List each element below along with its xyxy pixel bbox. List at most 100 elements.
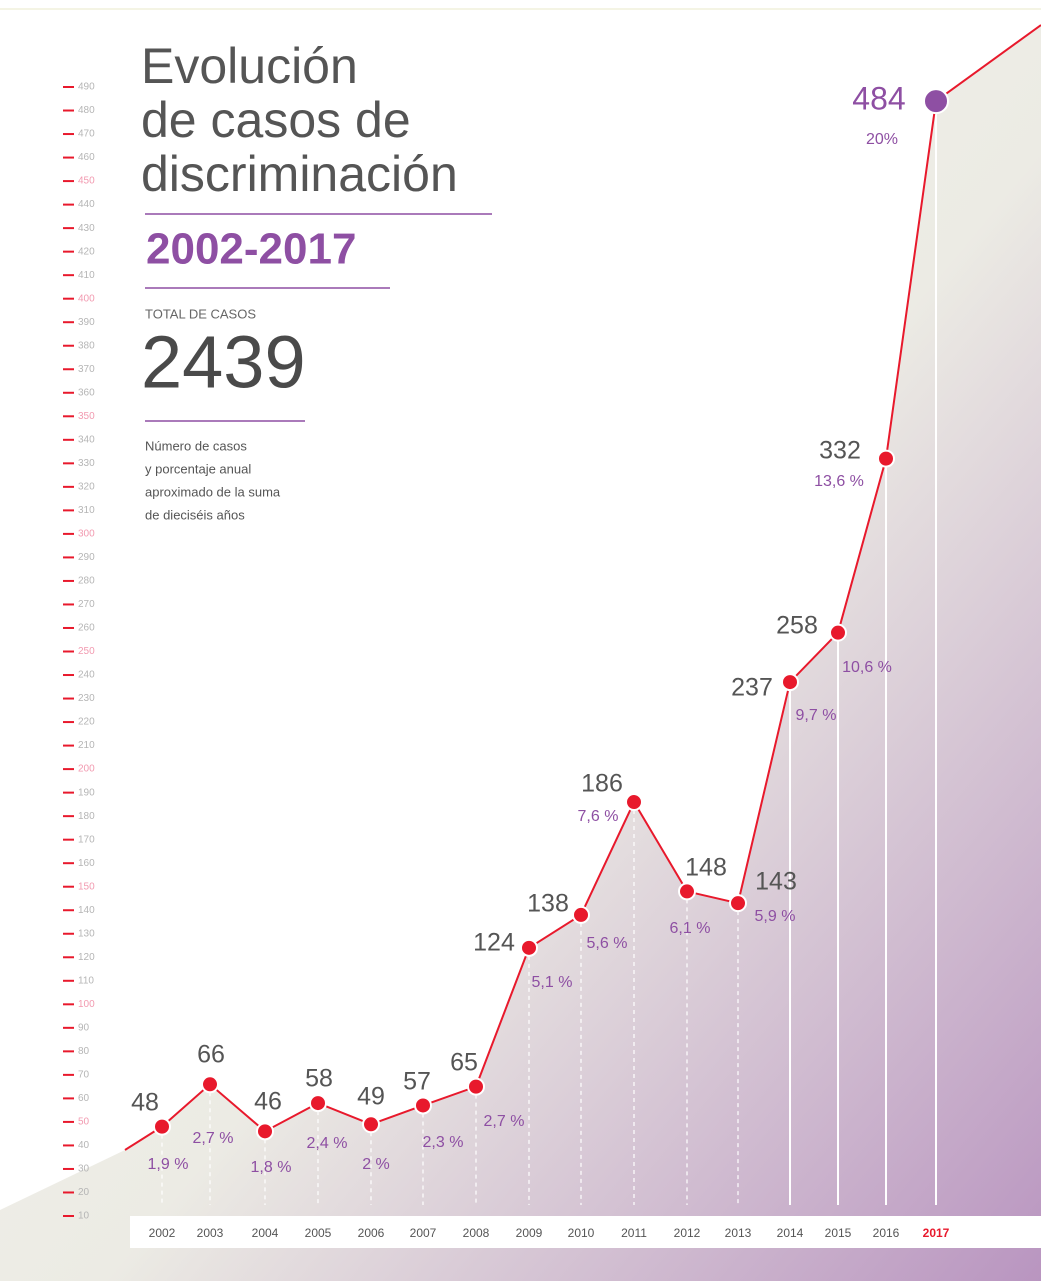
y-tick-label: 190 xyxy=(78,787,95,798)
y-tick-label: 100 xyxy=(78,999,95,1010)
y-tick-label: 440 xyxy=(78,199,95,210)
y-tick-label: 420 xyxy=(78,246,95,257)
x-tick-label: 2005 xyxy=(305,1226,332,1240)
y-tick-label: 80 xyxy=(78,1046,90,1057)
x-tick-label: 2009 xyxy=(516,1226,543,1240)
y-tick-label: 180 xyxy=(78,811,95,822)
y-tick-label: 90 xyxy=(78,1022,90,1033)
y-tick-label: 400 xyxy=(78,293,95,304)
y-tick-label: 210 xyxy=(78,740,95,751)
y-tick-label: 470 xyxy=(78,129,95,140)
y-tick-label: 70 xyxy=(78,1070,90,1081)
percent-label: 13,6 % xyxy=(814,473,864,490)
y-tick-label: 150 xyxy=(78,881,95,892)
x-tick-label: 2010 xyxy=(568,1226,595,1240)
y-tick-label: 430 xyxy=(78,223,95,234)
percent-label: 2,3 % xyxy=(423,1134,464,1151)
y-tick-label: 140 xyxy=(78,905,95,916)
x-tick-label: 2007 xyxy=(410,1226,437,1240)
year-band xyxy=(130,1216,1041,1248)
lead-out xyxy=(935,24,1041,102)
y-tick-label: 460 xyxy=(78,152,95,163)
value-label: 332 xyxy=(819,437,861,465)
x-tick-label: 2002 xyxy=(149,1226,176,1240)
y-tick-label: 130 xyxy=(78,928,95,939)
y-tick-label: 320 xyxy=(78,481,95,492)
x-tick-label: 2014 xyxy=(777,1226,804,1240)
data-point xyxy=(678,882,696,901)
value-label: 143 xyxy=(755,868,797,896)
percent-label: 2,4 % xyxy=(307,1135,348,1152)
y-tick-label: 160 xyxy=(78,858,95,869)
x-tick-label: 2015 xyxy=(825,1226,852,1240)
data-point xyxy=(729,894,747,913)
y-tick-label: 170 xyxy=(78,834,95,845)
y-tick-label: 380 xyxy=(78,340,95,351)
y-tick-label: 250 xyxy=(78,646,95,657)
note-line: Número de casos xyxy=(145,438,247,453)
x-tick-label: 2004 xyxy=(252,1226,279,1240)
y-tick-label: 480 xyxy=(78,105,95,116)
value-label: 258 xyxy=(776,612,818,640)
percent-label: 7,6 % xyxy=(578,808,619,825)
total-label: TOTAL DE CASOS xyxy=(145,306,256,321)
x-tick-label: 2011 xyxy=(621,1226,647,1240)
y-tick-label: 300 xyxy=(78,529,95,540)
value-label: 124 xyxy=(473,929,515,957)
y-tick-label: 120 xyxy=(78,952,95,963)
y-tick-label: 240 xyxy=(78,670,95,681)
total: 2439 xyxy=(141,321,306,404)
y-tick-label: 60 xyxy=(78,1093,90,1104)
percent-label: 6,1 % xyxy=(670,920,711,937)
data-point xyxy=(414,1096,432,1115)
y-tick-label: 340 xyxy=(78,434,95,445)
x-tick-label: 2012 xyxy=(674,1226,701,1240)
value-label: 48 xyxy=(131,1089,159,1117)
data-line xyxy=(161,100,937,1133)
value-label: 46 xyxy=(254,1088,282,1116)
note-line: aproximado de la suma xyxy=(145,484,281,499)
note-line: de dieciséis años xyxy=(145,507,245,522)
y-tick-label: 390 xyxy=(78,317,95,328)
title-line: Evolución xyxy=(141,38,358,94)
percent-label: 2 % xyxy=(362,1156,390,1173)
note-line: y porcentaje anual xyxy=(145,461,251,476)
value-label: 66 xyxy=(197,1041,225,1069)
y-tick-label: 260 xyxy=(78,623,95,634)
value-label: 49 xyxy=(357,1083,385,1111)
subtitle: 2002-2017 xyxy=(146,225,356,274)
y-tick-label: 40 xyxy=(78,1140,90,1151)
data-point xyxy=(923,88,949,115)
data-point xyxy=(201,1075,219,1094)
y-tick-label: 370 xyxy=(78,364,95,375)
y-tick-label: 20 xyxy=(78,1187,90,1198)
data-point xyxy=(829,623,847,642)
y-tick-label: 10 xyxy=(78,1211,90,1222)
x-tick-label: 2003 xyxy=(197,1226,224,1240)
y-tick-label: 310 xyxy=(78,505,95,516)
data-point xyxy=(467,1077,485,1096)
data-point xyxy=(520,938,538,957)
y-tick-label: 290 xyxy=(78,552,95,563)
value-label: 58 xyxy=(305,1065,333,1093)
percent-label: 2,7 % xyxy=(484,1113,525,1130)
y-tick-label: 50 xyxy=(78,1117,90,1128)
y-tick-label: 350 xyxy=(78,411,95,422)
y-tick-label: 30 xyxy=(78,1164,90,1175)
y-tick-label: 280 xyxy=(78,576,95,587)
x-tick-label: 2016 xyxy=(873,1226,900,1240)
percent-label: 10,6 % xyxy=(842,659,892,676)
area xyxy=(0,25,1041,1281)
percent-label: 20% xyxy=(866,131,898,148)
value-label: 138 xyxy=(527,890,569,918)
y-tick-label: 230 xyxy=(78,693,95,704)
value-label: 148 xyxy=(685,854,727,882)
title-line: de casos de xyxy=(141,92,411,148)
title-block: Evolución de casos de discriminación 200… xyxy=(141,38,492,522)
x-tick-label: 2017 xyxy=(923,1226,950,1240)
y-tick-label: 330 xyxy=(78,458,95,469)
value-label: 237 xyxy=(731,674,773,702)
y-tick-label: 410 xyxy=(78,270,95,281)
percent-label: 9,7 % xyxy=(796,707,837,724)
